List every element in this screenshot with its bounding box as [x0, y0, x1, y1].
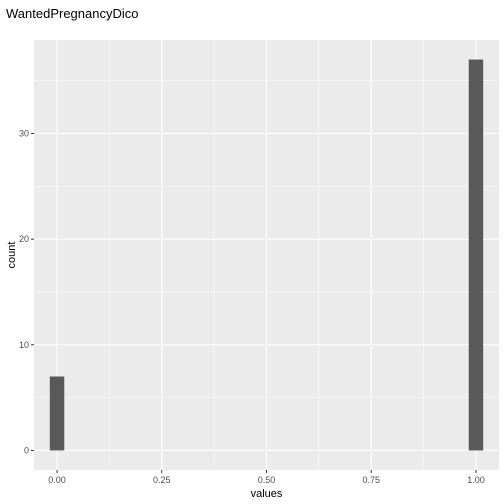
y-axis-title: count [6, 242, 18, 269]
chart-title: WantedPregnancyDico [6, 6, 138, 21]
histogram-bar [49, 376, 65, 451]
histogram-bar [468, 59, 484, 451]
x-tick-label: 0.50 [258, 475, 276, 485]
x-tick-label: 0.75 [362, 475, 380, 485]
bars [49, 59, 484, 451]
x-tick-label: 1.00 [467, 475, 485, 485]
y-tick-label: 10 [19, 340, 29, 350]
y-tick-label: 30 [19, 129, 29, 139]
x-axis-title: values [251, 488, 283, 500]
major-grid [34, 40, 499, 470]
y-tick-label: 0 [24, 445, 29, 455]
x-tick-label: 0.00 [48, 475, 66, 485]
y-axis: 0 10 20 30 [19, 129, 34, 455]
y-tick-label: 20 [19, 234, 29, 244]
x-axis: 0.00 0.25 0.50 0.75 1.00 [48, 470, 485, 485]
x-tick-label: 0.25 [153, 475, 171, 485]
